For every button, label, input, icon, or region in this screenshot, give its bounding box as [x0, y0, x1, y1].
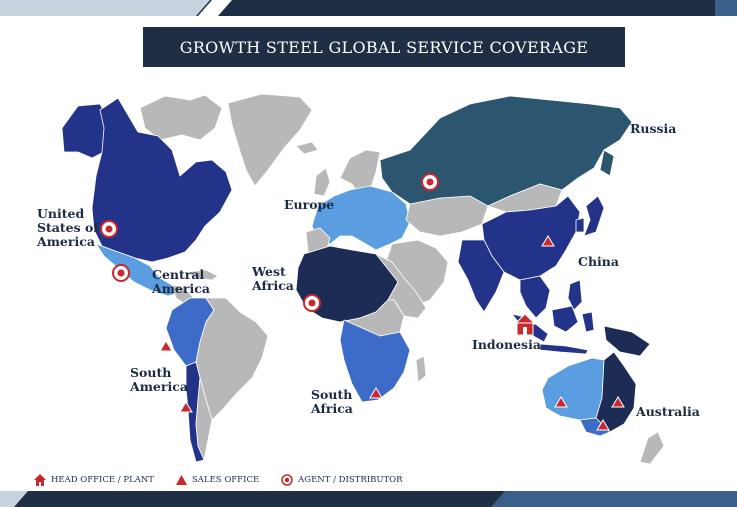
papua — [603, 325, 651, 357]
label-indonesia: Indonesia — [472, 337, 541, 352]
house-icon — [34, 474, 46, 486]
bottom-decor-bar — [0, 491, 737, 507]
sales-marker-australia-e — [611, 396, 625, 408]
legend-sales-office-label: SALES OFFICE — [191, 475, 260, 485]
sales-marker-australia-w — [554, 396, 568, 408]
head-office-marker — [513, 313, 537, 336]
label-china: China — [578, 254, 619, 269]
brazil — [195, 297, 269, 421]
russia — [379, 95, 633, 207]
uk — [313, 167, 331, 197]
top-decor-bar — [0, 0, 737, 16]
india — [457, 239, 505, 313]
southern-africa — [339, 319, 411, 403]
label-australia: Australia — [636, 404, 700, 419]
sales-marker-china — [541, 235, 555, 247]
legend-head-office-label: HEAD OFFICE / PLANT — [51, 475, 154, 485]
target-icon — [281, 474, 293, 486]
label-west-africa: West Africa — [252, 264, 294, 293]
iberia — [305, 227, 331, 253]
map-legend: HEAD OFFICE / PLANT SALES OFFICE AGENT /… — [34, 474, 425, 486]
southeast-asia — [519, 275, 551, 319]
arctic-islands — [139, 94, 223, 141]
kamchatka — [599, 149, 615, 177]
agent-markers — [100, 173, 439, 312]
legend-agent: AGENT / DISTRIBUTOR — [281, 474, 403, 486]
triangle-icon — [175, 475, 187, 485]
label-south-africa: South Africa — [311, 387, 353, 416]
label-usa: United States of America — [37, 206, 99, 249]
australia-south — [579, 417, 611, 437]
sales-marker-south-africa — [369, 387, 383, 399]
sales-markers — [159, 235, 625, 431]
iceland — [295, 141, 319, 155]
sales-marker-australia-se — [596, 419, 610, 431]
page-title: GROWTH STEEL GLOBAL SERVICE COVERAGE — [143, 27, 625, 67]
australia-east — [595, 351, 637, 433]
legend-sales-office: SALES OFFICE — [175, 475, 260, 485]
label-south-america: South America — [130, 365, 188, 394]
label-central-america: Central America — [152, 267, 210, 296]
korea — [575, 217, 585, 233]
north-america — [91, 97, 233, 263]
agent-marker-west-africa — [303, 294, 321, 312]
label-europe: Europe — [284, 197, 335, 212]
agent-marker-mexico — [112, 264, 130, 282]
greenland — [227, 93, 313, 187]
new-zealand — [639, 431, 665, 465]
label-russia: Russia — [630, 121, 677, 136]
agent-marker-russia — [421, 173, 439, 191]
legend-agent-label: AGENT / DISTRIBUTOR — [298, 475, 403, 485]
legend-head-office: HEAD OFFICE / PLANT — [34, 474, 154, 486]
philippines — [567, 279, 583, 311]
agent-marker-usa — [100, 220, 118, 238]
australia-west — [541, 357, 605, 421]
scandinavia — [339, 149, 381, 197]
japan — [583, 195, 605, 237]
argentina — [195, 377, 213, 461]
madagascar — [415, 355, 427, 383]
caribbean — [187, 269, 219, 281]
indonesia-java — [539, 343, 589, 355]
indonesia-sulawesi — [581, 311, 595, 333]
northeast-africa — [375, 253, 427, 319]
sales-marker-chile — [179, 401, 193, 413]
sales-marker-peru — [159, 340, 173, 352]
indonesia-borneo — [551, 305, 579, 333]
